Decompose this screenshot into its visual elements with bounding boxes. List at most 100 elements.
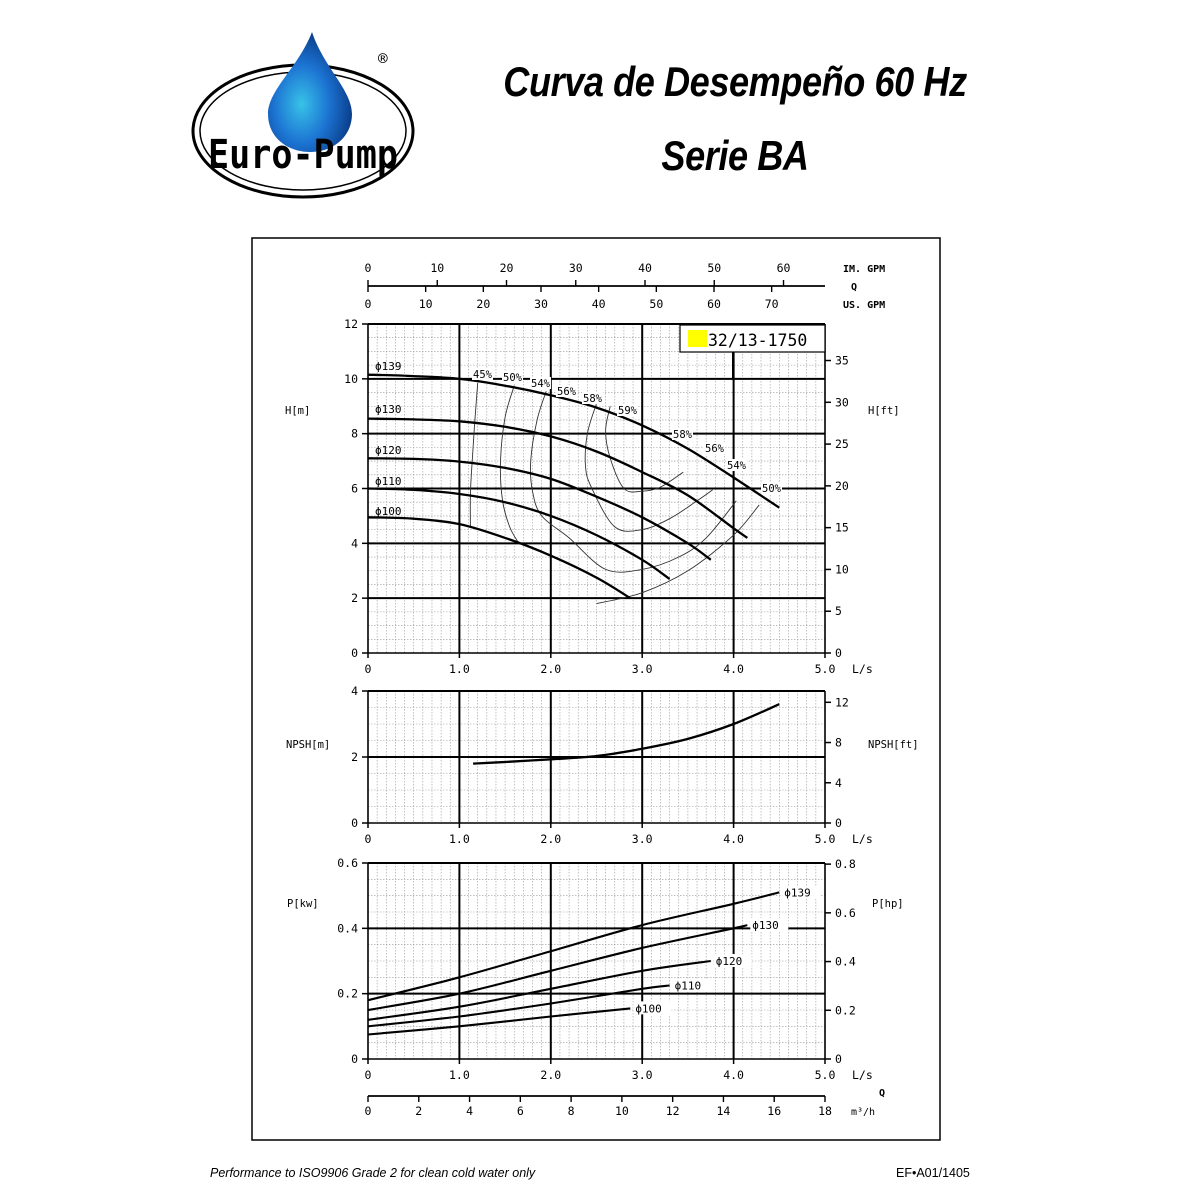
- efficiency-label-bg: [502, 371, 523, 383]
- im-gpm-label: IM. GPM: [843, 264, 885, 275]
- y-axis-label: P[kw]: [287, 898, 319, 910]
- efficiency-contour: [584, 403, 713, 532]
- x-tick-label: 5.0: [815, 1068, 836, 1082]
- y-tick-label: 0: [351, 1052, 358, 1066]
- power-label-bg: [633, 1001, 672, 1015]
- head-panel: 0 1.0 2.0 3.0 4.0 5.0 L/s 0 2 4 6 8 10 12 0 5 10 15 20 25 30…: [285, 317, 900, 676]
- m3h-tick-label: 14: [717, 1104, 731, 1118]
- right-y-tick-label: 8: [835, 736, 842, 750]
- efficiency-label: 50%: [503, 372, 523, 384]
- x-tick-label: 4.0: [723, 662, 744, 676]
- x-tick-label: 3.0: [632, 832, 653, 846]
- head-curve: [367, 487, 671, 580]
- efficiency-label-bg: [726, 459, 747, 471]
- efficiency-label-bg: [472, 368, 493, 380]
- impeller-diameter-label: ϕ100: [635, 1002, 662, 1015]
- y-tick-label: 0.4: [337, 921, 358, 935]
- y-tick-label: 4: [351, 684, 358, 698]
- us-gpm-tick-label: 40: [592, 297, 606, 311]
- x-tick-label: 1.0: [449, 1068, 470, 1082]
- right-y-tick-label: 4: [835, 776, 842, 790]
- m3h-tick-label: 8: [568, 1104, 575, 1118]
- right-y-tick-label: 15: [835, 521, 849, 535]
- us-gpm-tick-label: 70: [765, 297, 779, 311]
- efficiency-contour: [469, 382, 479, 527]
- x-tick-label: 0: [365, 662, 372, 676]
- right-y-tick-label: 10: [835, 562, 849, 576]
- us-gpm-tick-label: 50: [649, 297, 663, 311]
- im-gpm-tick-label: 40: [638, 261, 652, 275]
- im-gpm-tick-label: 0: [365, 261, 372, 275]
- right-y-tick-label: 0.6: [835, 906, 856, 920]
- chart-frame: [251, 237, 941, 1141]
- right-y-tick-label: 0: [835, 816, 842, 830]
- impeller-diameter-label: ϕ110: [375, 475, 402, 488]
- power-label-bg: [750, 918, 789, 932]
- footer-doc-code: EF•A01/1405: [896, 1166, 970, 1180]
- q-label-top: Q: [851, 282, 857, 293]
- x-tick-label: 2.0: [540, 662, 561, 676]
- x-tick-label: 1.0: [449, 662, 470, 676]
- us-gpm-tick-label: 10: [419, 297, 433, 311]
- right-y-tick-label: 35: [835, 354, 849, 368]
- efficiency-contour: [596, 504, 760, 605]
- im-gpm-tick-label: 10: [430, 261, 444, 275]
- right-y-axis-label: H[ft]: [868, 405, 900, 417]
- right-y-axis-label: NPSH[ft]: [868, 739, 919, 751]
- right-y-tick-label: 0: [835, 1052, 842, 1066]
- impeller-diameter-label: ϕ130: [375, 403, 402, 416]
- right-y-tick-label: 25: [835, 437, 849, 451]
- us-gpm-tick-label: 60: [707, 297, 721, 311]
- us-gpm-tick-label: 20: [476, 297, 490, 311]
- y-tick-label: 4: [351, 536, 358, 550]
- y-tick-label: 2: [351, 750, 358, 764]
- us-gpm-label: US. GPM: [843, 300, 885, 311]
- power-curves: ϕ139 ϕ130 ϕ120 ϕ110 ϕ100: [367, 885, 821, 1036]
- right-y-tick-label: 0: [835, 646, 842, 660]
- m3h-tick-label: 18: [818, 1104, 832, 1118]
- power-curve: [367, 984, 670, 1028]
- efficiency-contour: [605, 406, 684, 493]
- m3h-tick-label: 6: [517, 1104, 524, 1118]
- y-tick-label: 12: [344, 317, 358, 331]
- efficiency-label: 59%: [618, 405, 638, 417]
- power-curve: [367, 959, 711, 1021]
- x-tick-label: 3.0: [632, 662, 653, 676]
- impeller-diameter-label: ϕ139: [375, 360, 402, 373]
- im-gpm-tick-label: 30: [569, 261, 583, 275]
- page-subtitle: Serie BA: [661, 132, 809, 179]
- m3h-tick-label: 4: [466, 1104, 473, 1118]
- im-gpm-tick-label: 50: [707, 261, 721, 275]
- x-axis-unit: L/s: [852, 832, 873, 846]
- right-y-tick-label: 20: [835, 479, 849, 493]
- model-badge-swatch: [688, 330, 707, 347]
- model-label: 32/13-1750: [708, 331, 807, 350]
- us-gpm-tick-label: 30: [534, 297, 548, 311]
- power-label-bg: [672, 978, 711, 992]
- im-gpm-tick-label: 20: [500, 261, 514, 275]
- x-tick-label: 2.0: [540, 832, 561, 846]
- x-axis-unit: L/s: [852, 1068, 873, 1082]
- top-gpm-axes: 0 10 20 30 40 50 60 0 10 20 30 40 50 60 70 IM. GPM Q US. …: [365, 261, 886, 311]
- water-drop-icon: [268, 32, 352, 152]
- x-tick-label: 0: [365, 832, 372, 846]
- right-y-tick-label: 12: [835, 695, 849, 709]
- efficiency-label: 58%: [673, 429, 693, 441]
- x-tick-label: 5.0: [815, 662, 836, 676]
- power-curve: [367, 891, 780, 1002]
- efficiency-label-bg: [530, 377, 551, 389]
- impeller-diameter-label: ϕ139: [784, 886, 811, 899]
- registered-mark: ®: [378, 49, 388, 68]
- efficiency-contour: [499, 385, 520, 544]
- head-curve: [367, 516, 631, 600]
- efficiency-label: 58%: [583, 393, 603, 405]
- right-y-tick-label: 0.8: [835, 857, 856, 871]
- efficiency-contour: [529, 391, 737, 573]
- efficiency-label-bg: [672, 428, 693, 440]
- euro-pump-logo: ® Euro-Pump: [188, 28, 420, 200]
- efficiency-label-bg: [617, 404, 638, 416]
- efficiency-label: 54%: [727, 460, 747, 472]
- y-tick-label: 10: [344, 372, 358, 386]
